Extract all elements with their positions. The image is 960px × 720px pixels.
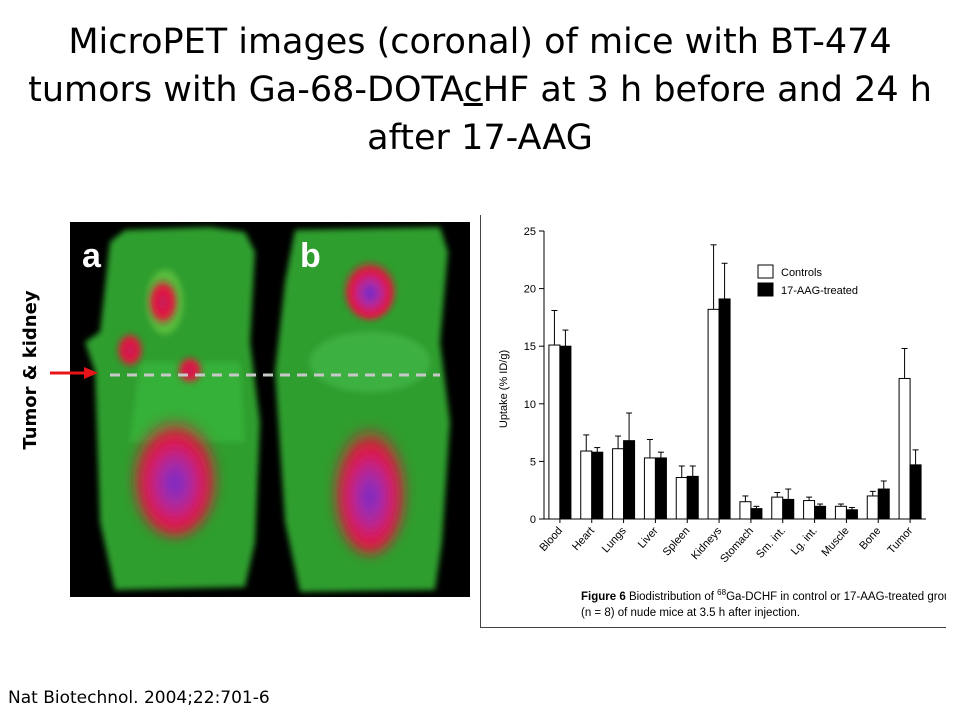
legend-swatch: [757, 264, 774, 279]
figure-caption-line2: (n = 8) of nude mice at 3.5 h after inje…: [581, 607, 800, 619]
x-tick-label: Tumor: [885, 525, 915, 557]
micropet-scan: a b: [82, 227, 450, 592]
bar: [559, 345, 572, 520]
x-tick-label: Sm. int.: [754, 525, 788, 561]
bar: [750, 508, 763, 520]
x-tick-label: Muscle: [819, 525, 851, 559]
bar: [548, 344, 561, 520]
bar: [623, 440, 636, 520]
bar: [612, 448, 625, 520]
bar: [771, 496, 784, 520]
bar: [654, 457, 667, 520]
bar: [591, 451, 604, 520]
bar: [643, 457, 656, 520]
bar: [877, 488, 890, 520]
bar: [686, 475, 699, 520]
y-tick-label: 25: [524, 226, 536, 238]
biodistribution-chart: Uptake (% ID/g) 0 5 10 15 20 25 Blood Heart Lung…: [480, 215, 960, 628]
bar: [866, 495, 879, 520]
x-tick-label: Lungs: [600, 525, 629, 556]
bar: [782, 498, 795, 520]
mouse-b: [275, 227, 450, 592]
legend-label: 17-AAG-treated: [781, 285, 858, 297]
bar: [718, 298, 731, 520]
bar: [675, 477, 688, 520]
tumor-arrow: [50, 367, 98, 379]
x-tick-label: Spleen: [661, 525, 693, 558]
legend-swatch: [757, 282, 774, 297]
y-tick-label: 0: [530, 514, 536, 526]
panel-a-label: a: [82, 237, 102, 275]
x-tick-label: Lg. int.: [789, 525, 820, 558]
micropet-image: a b: [70, 222, 470, 597]
x-tick-label: Liver: [636, 525, 661, 551]
legend-label: Controls: [781, 267, 822, 279]
y-tick-label: 15: [524, 341, 536, 353]
slide-title: MicroPET images (coronal) of mice with B…: [28, 22, 932, 158]
x-tick-label: Bone: [857, 525, 883, 552]
bar: [707, 308, 720, 520]
y-tick-label: 10: [524, 399, 536, 411]
y-axis-label: Uptake (% ID/g): [498, 350, 510, 428]
figure-caption-line1: Figure 6 Biodistribution of 68Ga-DCHF in…: [581, 588, 946, 603]
y-tick-label: 5: [530, 456, 536, 468]
panel-b-label: b: [300, 237, 321, 275]
bar: [580, 450, 593, 520]
tumor-kidney-label: Tumor & kidney: [20, 290, 41, 450]
chart-svg: Uptake (% ID/g) 0 5 10 15 20 25 Blood Heart Lung…: [498, 226, 960, 619]
x-tick-label: Stomach: [718, 525, 756, 565]
y-tick-label: 20: [524, 284, 536, 296]
bar: [834, 505, 847, 520]
bar: [814, 505, 827, 520]
x-tick-label: Blood: [537, 525, 565, 554]
bar: [909, 464, 922, 520]
bar: [898, 377, 911, 520]
bar: [803, 500, 816, 520]
citation: Nat Biotechnol. 2004;22:701-6: [8, 688, 270, 708]
bar: [845, 509, 858, 520]
bar: [739, 501, 752, 520]
x-tick-label: Heart: [570, 525, 597, 553]
